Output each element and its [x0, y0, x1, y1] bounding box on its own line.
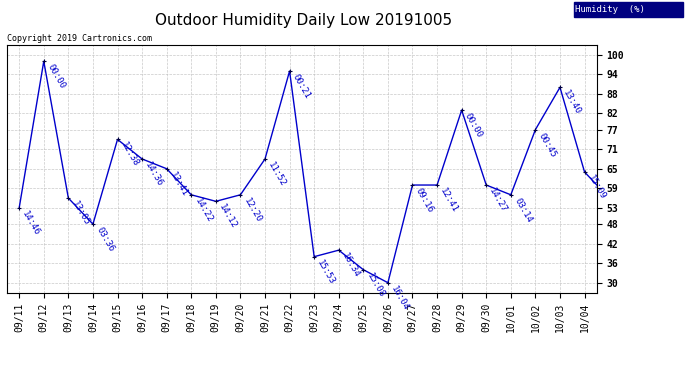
Text: 13:41: 13:41 — [168, 170, 189, 198]
Text: 13:40: 13:40 — [562, 89, 582, 117]
Text: 14:22: 14:22 — [193, 196, 214, 224]
Text: 14:27: 14:27 — [488, 186, 509, 214]
Text: 15:09: 15:09 — [586, 173, 607, 201]
Text: 00:00: 00:00 — [463, 111, 484, 139]
Text: 14:46: 14:46 — [21, 209, 42, 237]
Text: 12:41: 12:41 — [438, 186, 460, 214]
Text: 00:21: 00:21 — [291, 72, 312, 100]
Text: 03:36: 03:36 — [95, 225, 115, 253]
Text: Copyright 2019 Cartronics.com: Copyright 2019 Cartronics.com — [7, 33, 152, 42]
Text: 13:29: 13:29 — [0, 374, 1, 375]
Text: 15:53: 15:53 — [315, 258, 337, 286]
Text: 14:36: 14:36 — [144, 160, 165, 188]
Text: 16:04: 16:04 — [389, 284, 411, 312]
Text: 00:00: 00:00 — [45, 63, 66, 90]
Text: 12:20: 12:20 — [241, 196, 263, 224]
Text: 03:14: 03:14 — [512, 196, 533, 224]
Text: 15:08: 15:08 — [365, 271, 386, 299]
Text: 16:34: 16:34 — [340, 252, 362, 279]
Text: 11:52: 11:52 — [266, 160, 288, 188]
Text: 13:05: 13:05 — [70, 200, 91, 227]
Text: 12:38: 12:38 — [119, 141, 140, 169]
Text: Humidity  (%): Humidity (%) — [575, 5, 644, 14]
Text: 00:45: 00:45 — [537, 131, 558, 159]
Text: 09:16: 09:16 — [414, 186, 435, 214]
Text: Outdoor Humidity Daily Low 20191005: Outdoor Humidity Daily Low 20191005 — [155, 13, 452, 28]
Text: 14:12: 14:12 — [217, 203, 239, 231]
